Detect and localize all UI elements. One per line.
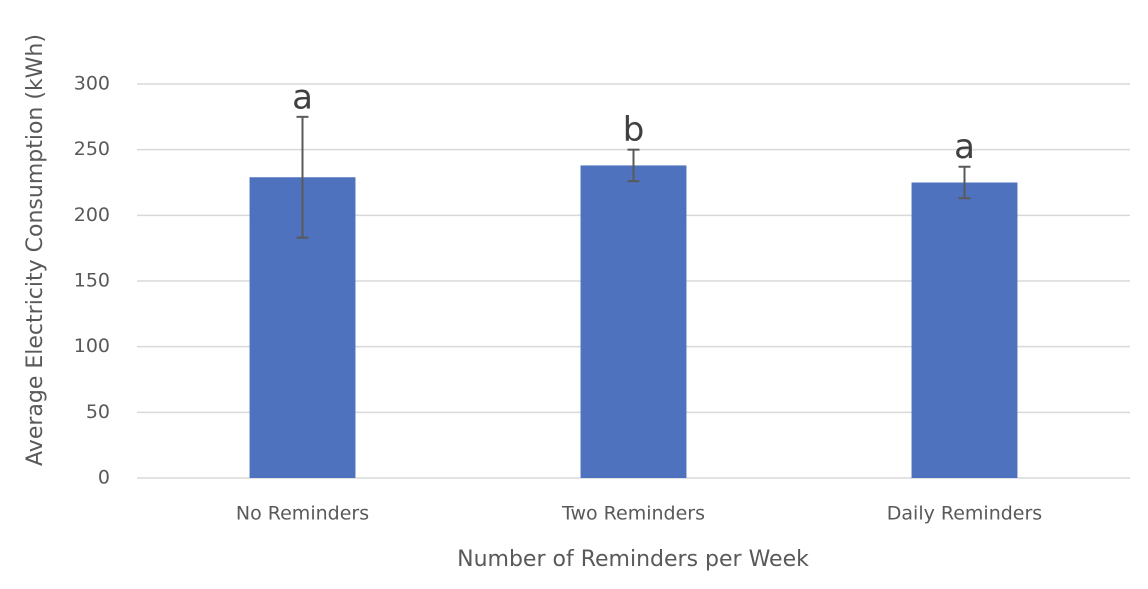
y-tick-label: 200 [74,204,110,226]
y-tick-label: 150 [74,270,110,292]
y-axis-title: Average Electricity Consumption (kWh) [23,34,48,466]
y-tick-label: 250 [74,138,110,160]
bar [580,165,687,478]
annotation: a [954,127,975,167]
x-tick-label: No Reminders [236,503,369,525]
y-tick-label: 300 [74,73,110,95]
x-tick-label: Daily Reminders [887,503,1042,525]
annotation: a [292,77,313,117]
y-tick-label: 100 [74,335,110,357]
error-bar [296,115,309,239]
error-bar [958,165,971,200]
x-tick-label: Two Reminders [561,503,705,525]
error-bar [627,148,640,183]
annotation: b [623,110,645,150]
x-axis-title: Number of Reminders per Week [457,547,809,572]
bar [911,182,1018,478]
y-tick-label: 50 [86,401,110,423]
y-tick-label: 0 [98,467,110,489]
